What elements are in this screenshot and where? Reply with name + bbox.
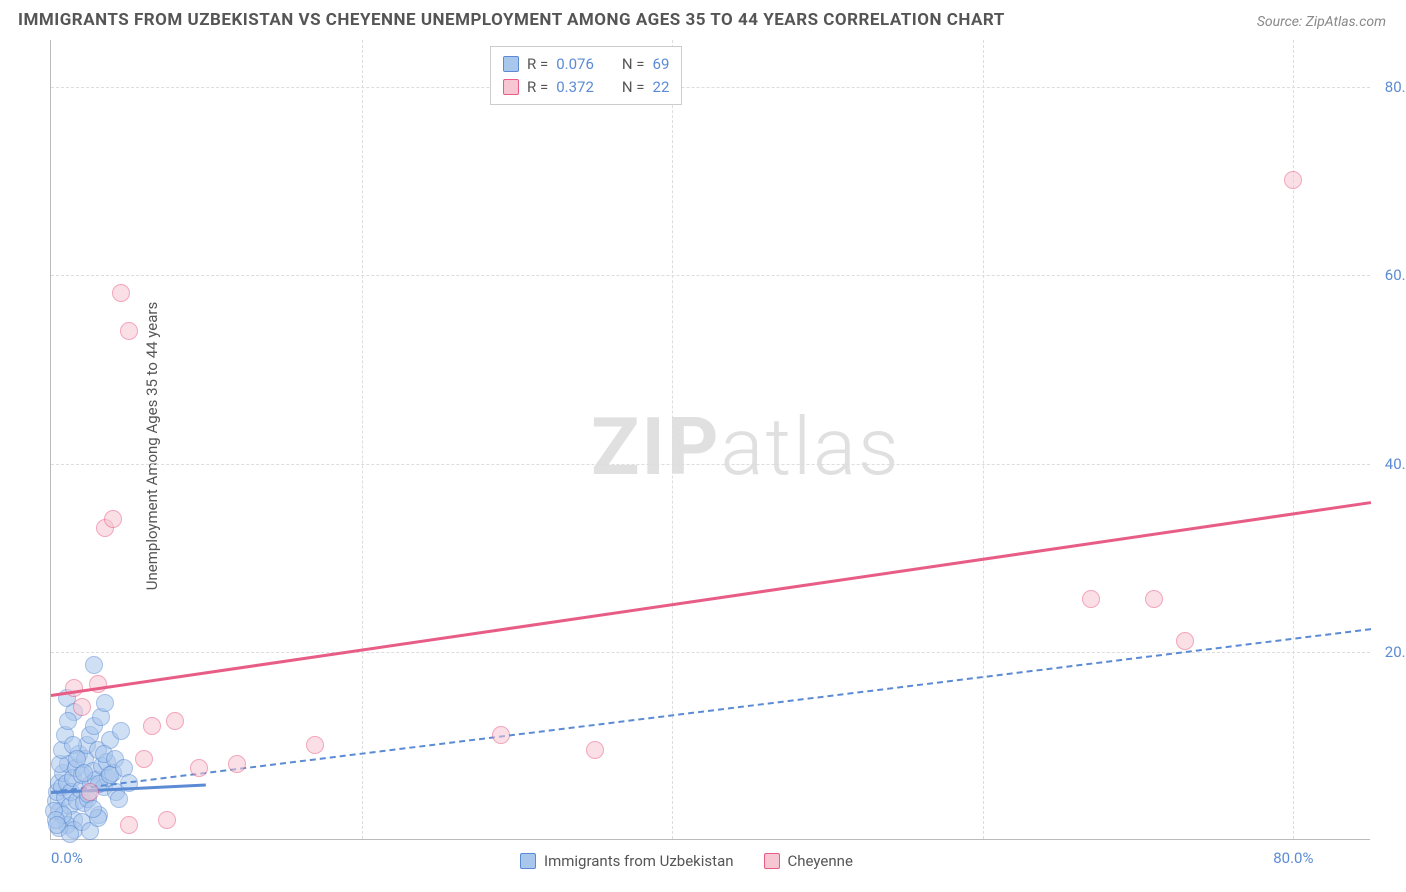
- data-point: [1176, 632, 1194, 650]
- source-attribution: Source: ZipAtlas.com: [1257, 14, 1386, 30]
- data-point: [48, 816, 66, 834]
- y-tick-label: 40.0%: [1385, 455, 1406, 473]
- r-value: 0.372: [556, 76, 594, 99]
- y-tick-label: 60.0%: [1385, 266, 1406, 284]
- data-point: [112, 284, 130, 302]
- x-tick-label-origin: 0.0%: [51, 849, 83, 867]
- data-point: [85, 656, 103, 674]
- series-legend-label: Immigrants from Uzbekistan: [544, 852, 734, 870]
- legend-swatch: [503, 79, 519, 95]
- n-label: N =: [622, 53, 645, 76]
- data-point: [1145, 590, 1163, 608]
- data-point: [73, 698, 91, 716]
- trendline: [51, 501, 1371, 697]
- n-value: 69: [653, 53, 670, 76]
- n-value: 22: [653, 76, 670, 99]
- data-point: [120, 816, 138, 834]
- r-label: R =: [527, 53, 548, 76]
- watermark: ZIPatlas: [591, 400, 901, 494]
- x-tick-label-end: 80.0%: [1273, 849, 1313, 867]
- data-point: [110, 790, 128, 808]
- stats-legend-row: R = 0.372 N = 22: [503, 76, 669, 99]
- data-point: [120, 322, 138, 340]
- data-point: [1082, 590, 1100, 608]
- series-legend-item: Immigrants from Uzbekistan: [520, 852, 734, 870]
- watermark-light: atlas: [721, 400, 901, 494]
- trendline: [51, 628, 1371, 793]
- data-point: [135, 750, 153, 768]
- gridline-horizontal: [51, 464, 1370, 465]
- data-point: [59, 712, 77, 730]
- data-point: [1284, 171, 1302, 189]
- data-point: [96, 694, 114, 712]
- data-point: [306, 736, 324, 754]
- legend-swatch: [520, 853, 536, 869]
- data-point: [104, 510, 122, 528]
- series-legend-item: Cheyenne: [764, 852, 853, 870]
- plot-area: ZIPatlas 20.0%40.0%60.0%80.0%0.0%80.0%: [50, 40, 1370, 840]
- gridline-vertical: [672, 40, 673, 839]
- gridline-horizontal: [51, 275, 1370, 276]
- data-point: [586, 741, 604, 759]
- data-point: [65, 679, 83, 697]
- watermark-bold: ZIP: [591, 400, 721, 494]
- series-legend: Immigrants from Uzbekistan Cheyenne: [520, 852, 853, 870]
- gridline-vertical: [983, 40, 984, 839]
- data-point: [75, 764, 93, 782]
- legend-swatch: [764, 853, 780, 869]
- gridline-horizontal: [51, 87, 1370, 88]
- stats-legend: R = 0.076 N = 69 R = 0.372 N = 22: [490, 46, 682, 105]
- y-tick-label: 80.0%: [1385, 78, 1406, 96]
- data-point: [190, 759, 208, 777]
- data-point: [166, 712, 184, 730]
- data-point: [228, 755, 246, 773]
- chart-title: IMMIGRANTS FROM UZBEKISTAN VS CHEYENNE U…: [18, 10, 1005, 30]
- r-value: 0.076: [556, 53, 594, 76]
- n-label: N =: [622, 76, 645, 99]
- gridline-vertical: [362, 40, 363, 839]
- gridline-vertical: [1293, 40, 1294, 839]
- series-legend-label: Cheyenne: [788, 852, 853, 870]
- data-point: [84, 800, 102, 818]
- data-point: [143, 717, 161, 735]
- data-point: [158, 811, 176, 829]
- data-point: [112, 722, 130, 740]
- stats-legend-row: R = 0.076 N = 69: [503, 53, 669, 76]
- r-label: R =: [527, 76, 548, 99]
- data-point: [492, 726, 510, 744]
- data-point: [81, 783, 99, 801]
- legend-swatch: [503, 56, 519, 72]
- y-tick-label: 20.0%: [1385, 643, 1406, 661]
